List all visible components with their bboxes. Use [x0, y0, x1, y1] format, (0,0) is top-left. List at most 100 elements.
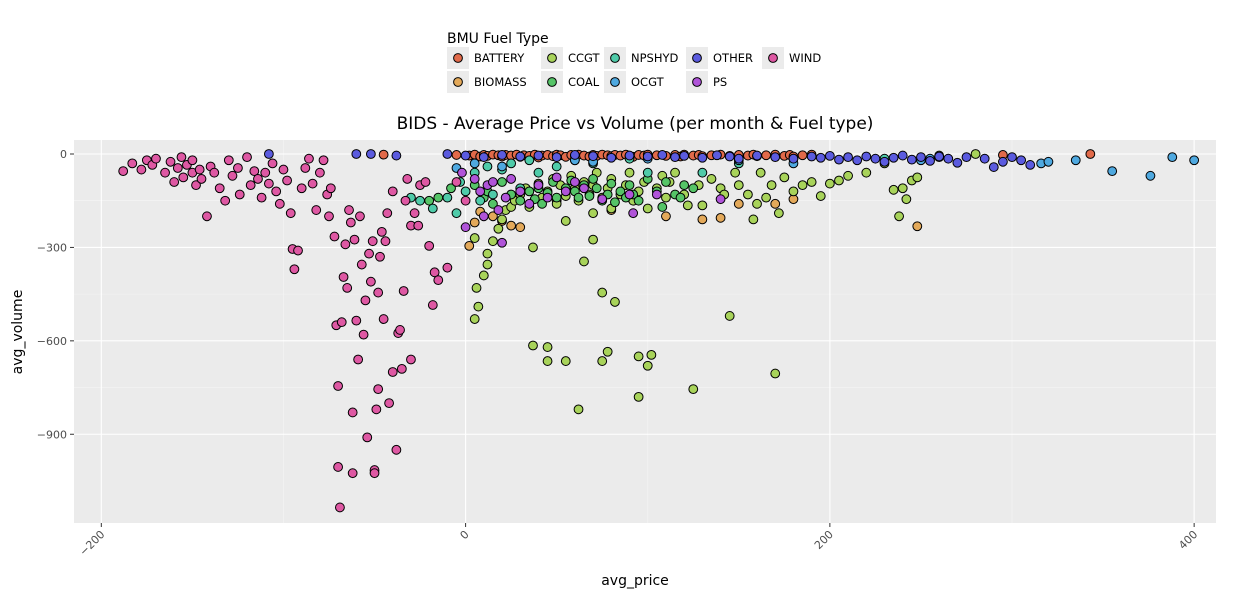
data-point — [770, 152, 781, 163]
data-point — [274, 198, 285, 209]
data-point — [815, 152, 826, 163]
data-point — [282, 175, 293, 186]
legend-item-biomass: BIOMASS — [447, 71, 527, 93]
data-point — [834, 154, 844, 165]
data-point — [606, 178, 617, 189]
data-point — [528, 242, 538, 253]
legend-item-wind: WIND — [762, 47, 821, 69]
legend-marker — [547, 77, 557, 87]
data-point — [1167, 152, 1178, 163]
data-point — [1070, 155, 1081, 166]
data-point — [697, 152, 708, 163]
data-point — [997, 156, 1008, 167]
series-other — [263, 149, 1036, 172]
legend: BMU Fuel Type BATTERY BIOMASS CCGT COAL NPSHY… — [447, 31, 821, 93]
series-wind — [118, 152, 471, 513]
data-point — [391, 150, 402, 161]
y-tick-label: −600 — [37, 335, 67, 348]
data-point — [263, 149, 274, 159]
data-point — [843, 170, 853, 181]
data-point — [169, 177, 180, 187]
data-point — [515, 151, 526, 162]
data-point — [515, 186, 526, 197]
data-point — [482, 259, 493, 270]
data-point — [493, 223, 504, 234]
data-point — [806, 151, 817, 162]
data-point — [752, 198, 762, 209]
data-point — [879, 156, 890, 167]
data-point — [584, 191, 595, 201]
data-point — [588, 174, 598, 184]
data-point — [460, 186, 471, 197]
legend-marker — [768, 53, 778, 63]
data-point — [688, 183, 699, 194]
data-point — [624, 180, 635, 191]
data-point — [493, 205, 504, 215]
data-point — [395, 325, 405, 335]
data-point — [345, 217, 356, 228]
data-point — [524, 155, 535, 166]
data-point — [906, 154, 917, 165]
data-point — [488, 177, 498, 187]
data-point — [367, 236, 378, 247]
data-point — [329, 231, 340, 242]
data-point — [788, 186, 799, 197]
data-point — [488, 198, 498, 209]
data-point — [396, 363, 407, 374]
data-point — [682, 200, 693, 211]
legend-label: BATTERY — [474, 51, 525, 65]
data-point — [515, 222, 526, 233]
data-point — [624, 167, 635, 178]
data-point — [500, 192, 511, 203]
data-point — [533, 180, 544, 191]
legend-marker — [610, 53, 620, 63]
legend-label: OTHER — [713, 51, 753, 65]
data-point — [579, 256, 589, 267]
data-point — [733, 153, 744, 164]
data-point — [442, 149, 453, 159]
data-point — [267, 158, 278, 169]
data-point — [861, 167, 872, 178]
legend-marker — [453, 53, 463, 63]
data-point — [1025, 160, 1036, 170]
data-point — [797, 180, 808, 191]
data-point — [560, 356, 571, 366]
data-point — [311, 205, 322, 215]
data-point — [214, 183, 225, 194]
chart-title: BIDS - Average Price vs Volume (per mont… — [397, 114, 874, 134]
data-point — [296, 183, 307, 194]
data-point — [234, 189, 245, 200]
data-point — [289, 264, 300, 275]
y-tick-label: 0 — [60, 148, 67, 161]
data-point — [843, 152, 853, 163]
data-point — [451, 208, 462, 219]
data-point — [384, 398, 394, 409]
data-point — [761, 150, 772, 161]
data-point — [165, 156, 176, 167]
data-point — [488, 189, 498, 200]
legend-label: CCGT — [568, 51, 601, 65]
data-point — [336, 317, 347, 328]
data-point — [378, 149, 389, 160]
data-point — [524, 186, 535, 197]
data-point — [347, 468, 358, 479]
data-point — [253, 174, 263, 184]
data-point — [127, 158, 138, 169]
data-point — [824, 150, 835, 161]
legend-marker — [692, 53, 702, 63]
data-point — [340, 239, 351, 250]
data-point — [706, 174, 717, 184]
legend-marker — [610, 77, 620, 87]
legend-marker — [692, 77, 702, 87]
data-point — [888, 184, 899, 195]
plot-panel — [74, 140, 1216, 523]
legend-label: OCGT — [631, 75, 665, 89]
data-point — [715, 194, 726, 205]
data-point — [943, 153, 954, 164]
legend-label: NPSHYD — [631, 51, 679, 65]
data-point — [136, 164, 147, 175]
data-point — [387, 186, 398, 197]
data-point — [382, 208, 393, 219]
data-point — [970, 149, 981, 159]
